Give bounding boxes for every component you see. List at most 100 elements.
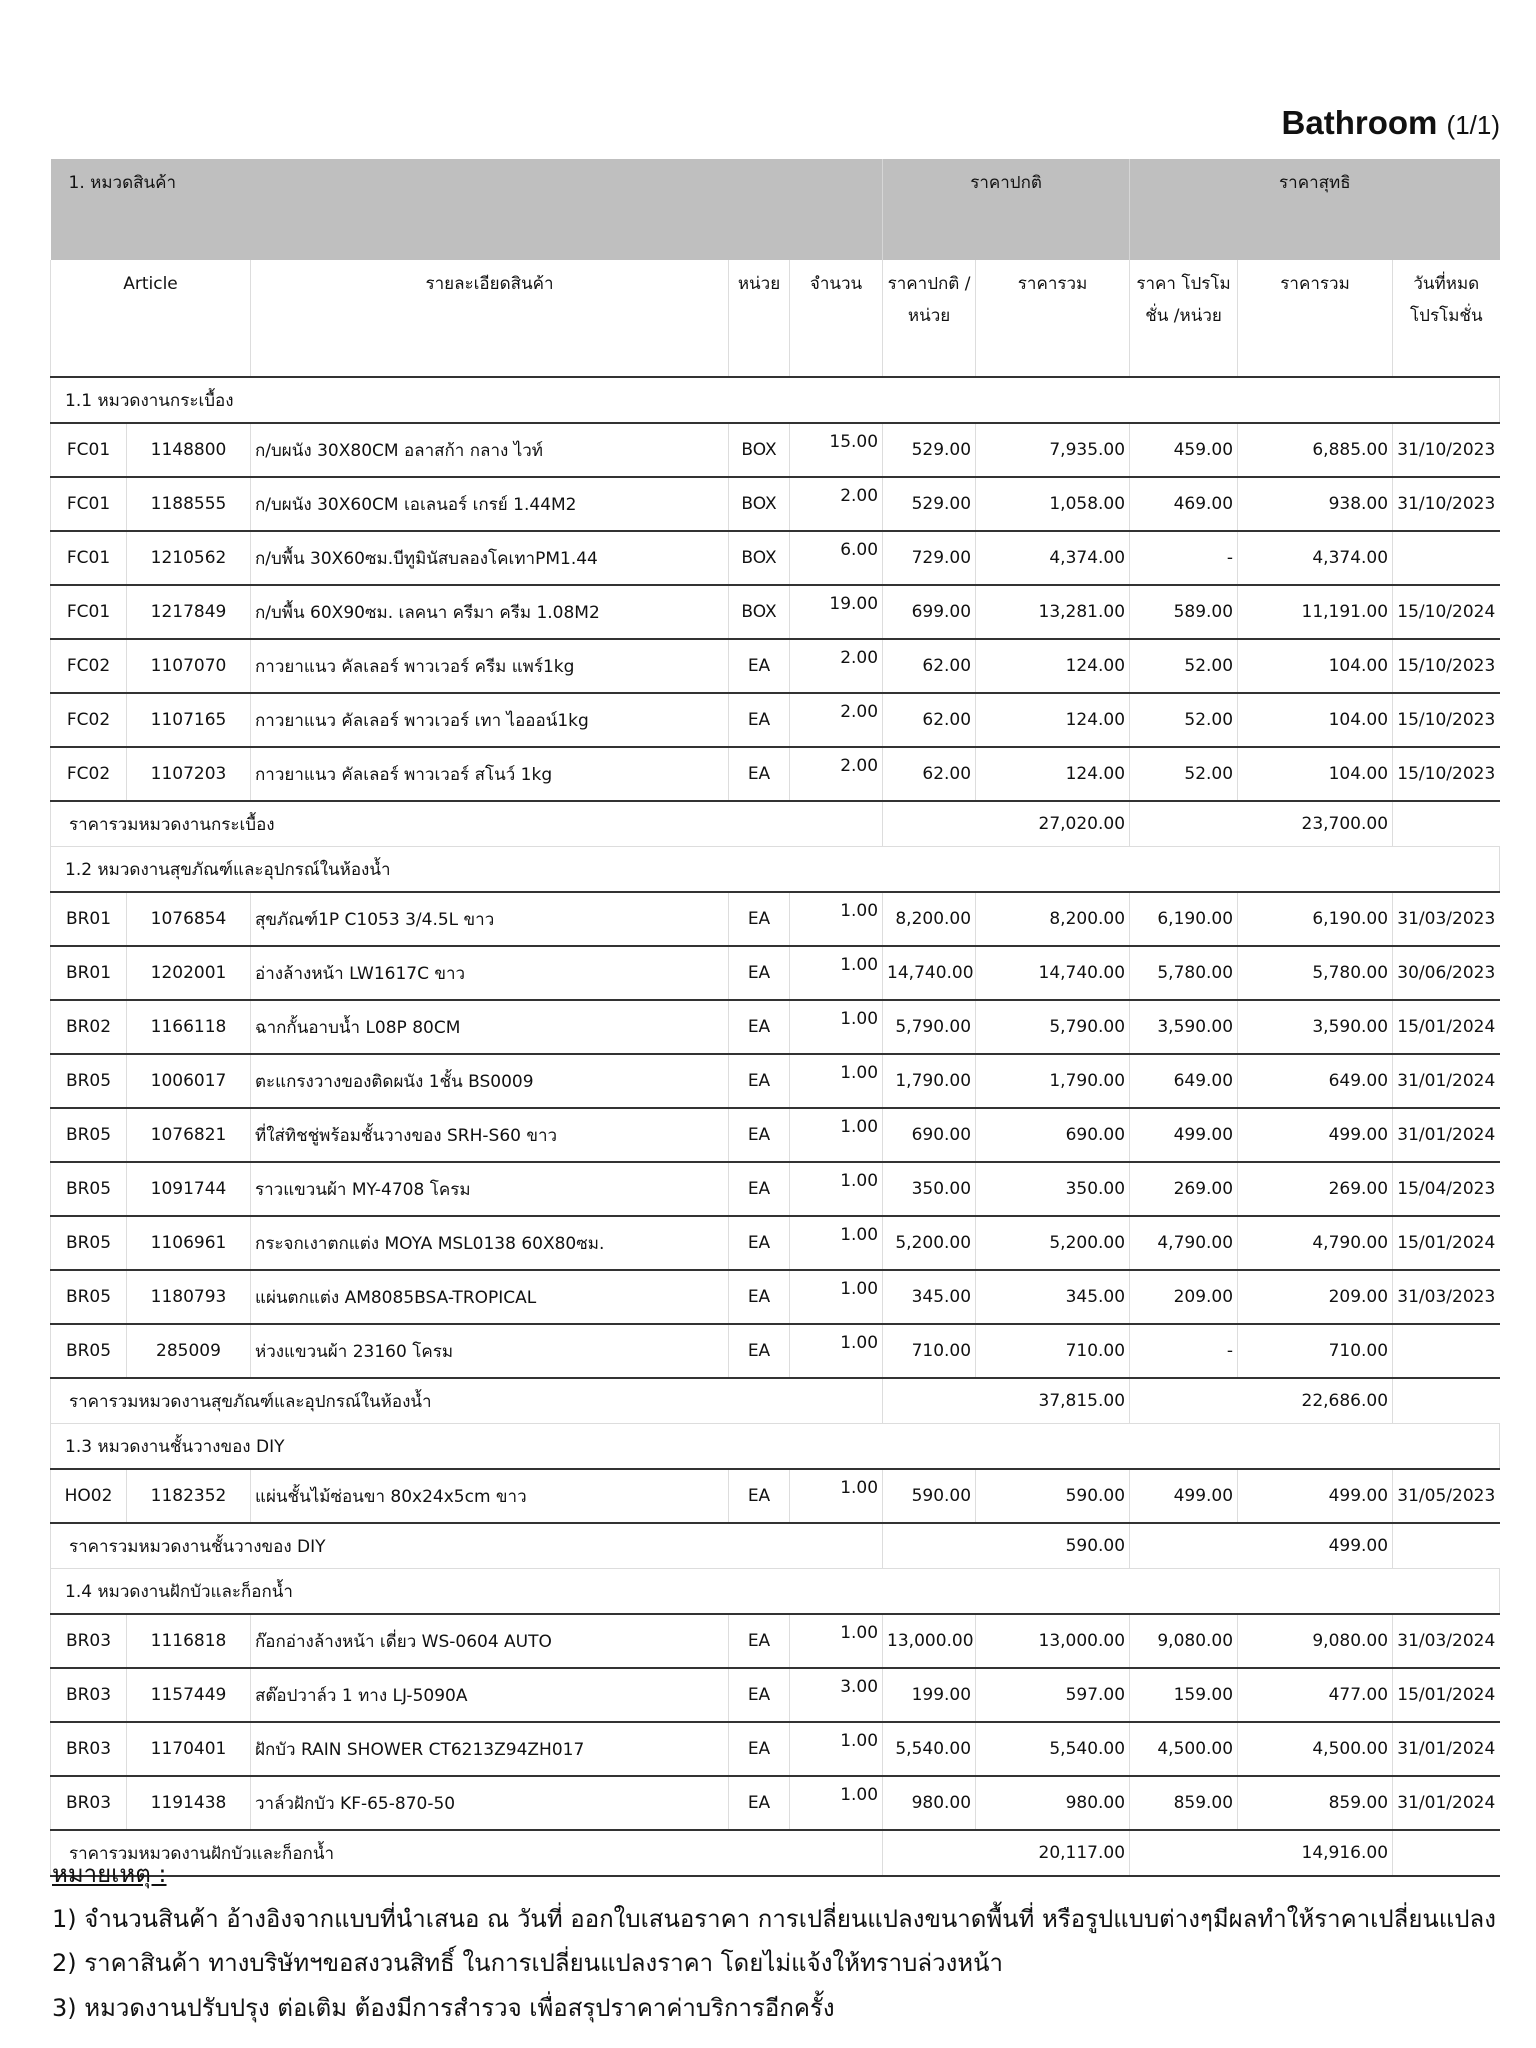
table-row: BR05 1006017 ตะแกรงวางของติดผนัง 1ชั้น BS0…	[50, 1054, 1500, 1109]
net-total: 938.00	[1237, 477, 1393, 532]
subtotal-label: ราคารวมหมวดงานกระเบื้อง	[49, 801, 883, 847]
promo-end-date: 31/03/2023	[1392, 892, 1500, 947]
total-price: 1,058.00	[975, 477, 1130, 532]
unit-price: 5,540.00	[882, 1722, 976, 1777]
article-number: 1188555	[126, 477, 251, 532]
promo-price: 9,080.00	[1129, 1614, 1238, 1669]
category-code: BR05	[50, 1108, 127, 1163]
unit: EA	[728, 892, 790, 947]
unit: EA	[728, 1469, 790, 1524]
subtotal-empty	[1392, 1830, 1500, 1877]
promo-end-date: 15/04/2023	[1392, 1162, 1500, 1217]
description: สุขภัณฑ์1P C1053 3/4.5L ขาว	[250, 892, 729, 947]
unit-price: 345.00	[882, 1270, 976, 1325]
net-total: 104.00	[1237, 747, 1393, 802]
quantity: 1.00	[788, 1324, 883, 1379]
title-text: Bathroom	[1281, 104, 1438, 141]
net-total: 710.00	[1237, 1324, 1393, 1379]
net-total: 4,374.00	[1237, 531, 1393, 586]
section-header-row: 1.3 หมวดงานชั้นวางของ DIY	[49, 1423, 1501, 1470]
unit-price: 8,200.00	[882, 892, 976, 947]
total-price: 597.00	[975, 1668, 1130, 1723]
promo-end-date: 30/06/2023	[1392, 946, 1500, 1001]
category-code: BR03	[50, 1614, 127, 1669]
subtotal-net: 14,916.00	[1129, 1830, 1393, 1877]
subtotal-label: ราคารวมหมวดงานสุขภัณฑ์และอุปกรณ์ในห้องน้…	[49, 1378, 883, 1424]
promo-price: 859.00	[1129, 1776, 1238, 1831]
net-total: 104.00	[1237, 639, 1393, 694]
article-number: 1107203	[126, 747, 251, 802]
unit: BOX	[728, 585, 790, 640]
quantity: 1.00	[788, 892, 883, 947]
promo-price: 209.00	[1129, 1270, 1238, 1325]
notes-heading: หมายเหตุ :	[52, 1860, 167, 1888]
promo-price: 589.00	[1129, 585, 1238, 640]
table-row: BR05 1106961 กระจกเงาตกแต่ง MOYA MSL0138 6…	[50, 1216, 1500, 1271]
promo-price: 3,590.00	[1129, 1000, 1238, 1055]
article-number: 1210562	[126, 531, 251, 586]
quotation-table: 1. หมวดสินค้า ราคาปกติ ราคาสุทธิ Article…	[49, 159, 1501, 1877]
category-code: BR05	[50, 1162, 127, 1217]
promo-end-date: 31/01/2024	[1392, 1054, 1500, 1109]
section-title: 1.3 หมวดงานชั้นวางของ DIY	[49, 1423, 1501, 1470]
unit-price: 199.00	[882, 1668, 976, 1723]
normal-price-group: ราคาปกติ	[882, 159, 1130, 260]
net-total: 269.00	[1237, 1162, 1393, 1217]
net-total: 4,790.00	[1237, 1216, 1393, 1271]
unit-price: 350.00	[882, 1162, 976, 1217]
net-total: 499.00	[1237, 1108, 1393, 1163]
total-price: 710.00	[975, 1324, 1130, 1379]
category-code: BR01	[50, 892, 127, 947]
net-total: 3,590.00	[1237, 1000, 1393, 1055]
quantity: 1.00	[788, 1162, 883, 1217]
table-row: BR05 1091744 ราวแขวนผ้า MY-4708 โครม EA 1.00…	[50, 1162, 1500, 1217]
category-code: BR05	[50, 1324, 127, 1379]
promo-price: 5,780.00	[1129, 946, 1238, 1001]
unit-price: 710.00	[882, 1324, 976, 1379]
quantity: 15.00	[788, 423, 883, 478]
unit: EA	[728, 1054, 790, 1109]
net-total: 5,780.00	[1237, 946, 1393, 1001]
promo-end-date: 15/01/2024	[1392, 1668, 1500, 1723]
promo-price: 52.00	[1129, 639, 1238, 694]
unit-price: 529.00	[882, 423, 976, 478]
net-total: 6,190.00	[1237, 892, 1393, 947]
unit: BOX	[728, 423, 790, 478]
article-number: 1182352	[126, 1469, 251, 1524]
col-net-total: ราคารวม	[1237, 260, 1393, 378]
net-total: 9,080.00	[1237, 1614, 1393, 1669]
subtotal-normal: 37,815.00	[882, 1378, 1130, 1424]
description: ที่ใส่ทิชชู่พร้อมชั้นวางของ SRH-S60 ขาว	[250, 1108, 729, 1163]
table-row: BR03 1170401 ฝักบัว RAIN SHOWER CT6213Z94Z…	[50, 1722, 1500, 1777]
net-total: 6,885.00	[1237, 423, 1393, 478]
total-price: 13,281.00	[975, 585, 1130, 640]
promo-price: 52.00	[1129, 747, 1238, 802]
promo-end-date: 15/10/2024	[1392, 585, 1500, 640]
total-price: 690.00	[975, 1108, 1130, 1163]
promo-price: -	[1129, 531, 1238, 586]
table-row: BR01 1202001 อ่างล้างหน้า LW1617C ขาว EA 1.0…	[50, 946, 1500, 1001]
net-total: 11,191.00	[1237, 585, 1393, 640]
promo-price: 459.00	[1129, 423, 1238, 478]
promo-price: 499.00	[1129, 1469, 1238, 1524]
col-unit-price: ราคาปกติ /หน่วย	[882, 260, 976, 378]
col-total: ราคารวม	[975, 260, 1130, 378]
quantity: 2.00	[788, 639, 883, 694]
subtotal-net: 23,700.00	[1129, 801, 1393, 847]
unit: EA	[728, 693, 790, 748]
unit: EA	[728, 747, 790, 802]
total-price: 7,935.00	[975, 423, 1130, 478]
promo-end-date: 31/10/2023	[1392, 477, 1500, 532]
quantity: 3.00	[788, 1668, 883, 1723]
total-price: 124.00	[975, 693, 1130, 748]
col-article: Article	[50, 260, 251, 378]
note-line: 1) จำนวนสินค้า อ้างอิงจากแบบที่นำเสนอ ณ …	[52, 1904, 1496, 1933]
category-code: HO02	[50, 1469, 127, 1524]
quantity: 1.00	[788, 946, 883, 1001]
unit: BOX	[728, 531, 790, 586]
category-code: BR05	[50, 1270, 127, 1325]
table-row: BR05 1180793 แผ่นตกแต่ง AM8085BSA-TROPICAL…	[50, 1270, 1500, 1325]
col-promo-end: วันที่หมด โปรโมชั่น	[1392, 260, 1500, 378]
unit-price: 13,000.00	[882, 1614, 976, 1669]
page-title: Bathroom (1/1)	[1282, 104, 1500, 142]
